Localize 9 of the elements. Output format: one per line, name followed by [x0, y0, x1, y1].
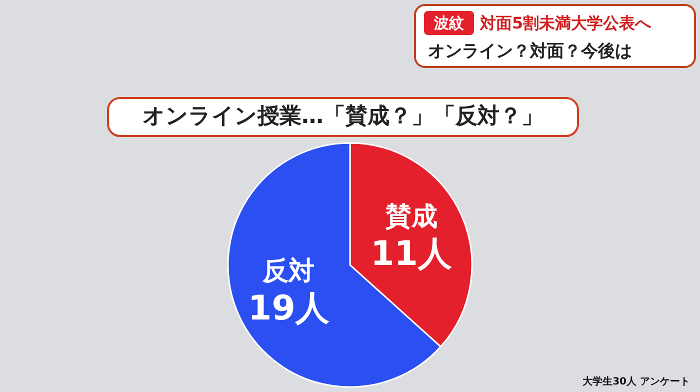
slice-label: 反対: [262, 256, 315, 286]
data-label: 19人: [248, 288, 330, 329]
text: オンライン？対面？今後は: [428, 42, 632, 62]
text: 大学生30人 アンケート: [582, 376, 690, 388]
chart-title: オンライン授業…「賛成？」「反対？」: [142, 103, 544, 130]
text: 波紋: [433, 14, 465, 32]
data-label: 11人: [370, 234, 453, 274]
slice-label: 賛成: [384, 202, 438, 232]
text: 対面5割未満大学公表へ: [479, 13, 652, 32]
